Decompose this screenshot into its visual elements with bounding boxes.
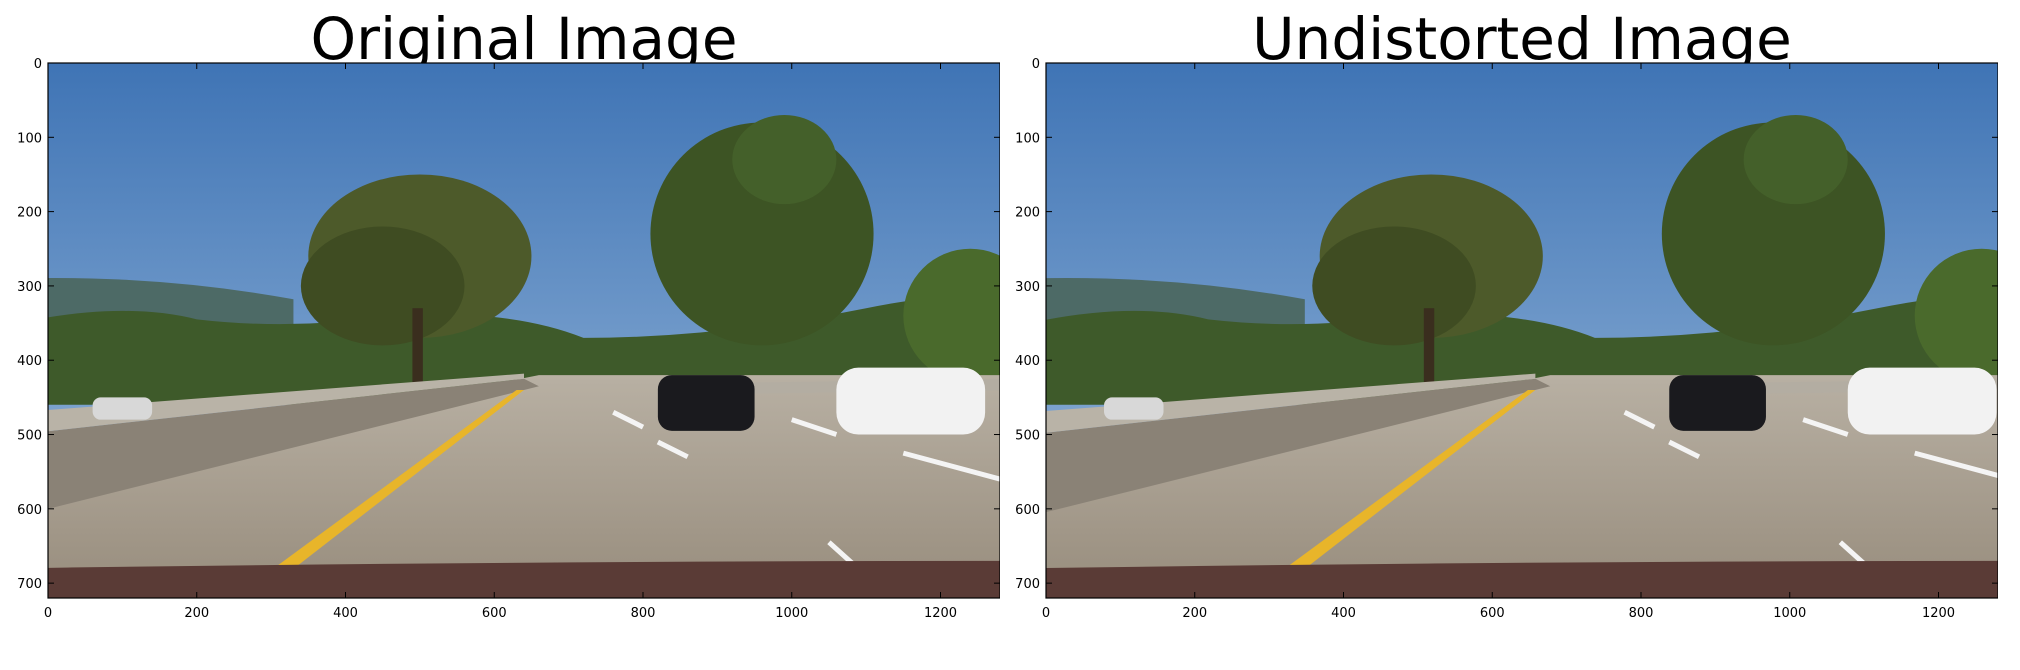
white-lane-dash [790, 417, 838, 437]
tree [732, 115, 837, 205]
concrete-barrier [48, 378, 539, 509]
y-tick-label: 200 [17, 206, 42, 221]
yellow-lane-line [263, 389, 524, 576]
tree [903, 248, 1000, 383]
undistorted-image-panel: Undistorted Image 0 200 400 600 800 1000 1200 0… [998, 0, 1998, 670]
y-tick-label: 300 [17, 280, 42, 295]
x-tick-label: 200 [1182, 606, 1207, 621]
car-hood [48, 560, 1000, 598]
y-tick-label: 100 [1015, 131, 1040, 146]
undistorted-image-plot: 0 200 400 600 800 1000 1200 0 100 200 300 400 500 600… [1015, 57, 1998, 621]
x-tick-label: 800 [631, 606, 656, 621]
y-tick-label: 600 [1015, 503, 1040, 518]
white-lane-dash [656, 439, 689, 460]
tree [1914, 248, 1998, 383]
tree [1312, 226, 1476, 346]
panel-title: Original Image [310, 5, 738, 73]
x-tick-label: 200 [184, 606, 209, 621]
tree-trunk [1423, 308, 1435, 390]
y-tick-label: 200 [1015, 206, 1040, 221]
concrete-barrier [1046, 378, 1551, 513]
x-tick-label: 400 [1331, 606, 1356, 621]
x-tick-label: 1000 [1773, 606, 1806, 621]
axes: 0 200 400 600 800 1000 1200 0 100 200 300 400 500 600… [17, 57, 1000, 621]
white-car [836, 367, 986, 435]
white-lane-dash [612, 409, 645, 430]
plot-frame [1045, 62, 1998, 599]
white-lane-dash [1914, 450, 1998, 479]
original-image-panel: Original Image 0 200 400 600 800 1000 1200 0 100… [0, 0, 1000, 670]
y-tick-label: 600 [17, 503, 42, 518]
y-tick-label: 0 [1032, 57, 1040, 72]
distant-car [1104, 397, 1164, 420]
x-tick-label: 600 [482, 606, 507, 621]
original-image-plot: 0 200 400 600 800 1000 1200 0 100 200 300 400 500 600… [17, 57, 1000, 621]
y-tick-label: 400 [1015, 354, 1040, 369]
x-tick-label: 800 [1629, 606, 1654, 621]
yellow-lane-line [1275, 389, 1536, 576]
y-tick-label: 0 [34, 57, 42, 72]
tree-trunk [412, 308, 423, 390]
x-tick-label: 0 [44, 606, 52, 621]
y-tick-label: 500 [1015, 429, 1040, 444]
black-car [1669, 375, 1766, 431]
x-tick-label: 1000 [775, 606, 808, 621]
road-photo [1045, 62, 1998, 599]
white-lane-dash [1623, 409, 1656, 430]
x-tick-label: 1200 [924, 606, 957, 621]
y-tick-label: 100 [17, 131, 42, 146]
y-tick-label: 700 [17, 577, 42, 592]
x-tick-label: 600 [1480, 606, 1505, 621]
road-photo [47, 62, 1000, 599]
guardrail [48, 373, 524, 432]
axes: 0 200 400 600 800 1000 1200 0 100 200 300 400 500 600… [1015, 57, 1998, 621]
car-hood [1046, 560, 1998, 598]
tree [300, 226, 465, 346]
x-tick-label: 400 [333, 606, 358, 621]
plot-frame [47, 62, 1000, 599]
x-tick-label: 0 [1042, 606, 1050, 621]
white-car [1847, 367, 1997, 435]
panel-title: Undistorted Image [1252, 5, 1792, 73]
y-tick-label: 400 [17, 354, 42, 369]
x-tick-label: 1200 [1922, 606, 1955, 621]
white-lane-dash [902, 450, 1000, 482]
y-tick-label: 700 [1015, 577, 1040, 592]
tree [1743, 115, 1848, 205]
white-lane-dash [1668, 439, 1701, 460]
y-tick-label: 500 [17, 429, 42, 444]
guardrail [1046, 373, 1536, 433]
white-lane-dash [1802, 417, 1849, 437]
y-tick-label: 300 [1015, 280, 1040, 295]
distant-car [92, 397, 153, 420]
black-car [657, 375, 755, 431]
